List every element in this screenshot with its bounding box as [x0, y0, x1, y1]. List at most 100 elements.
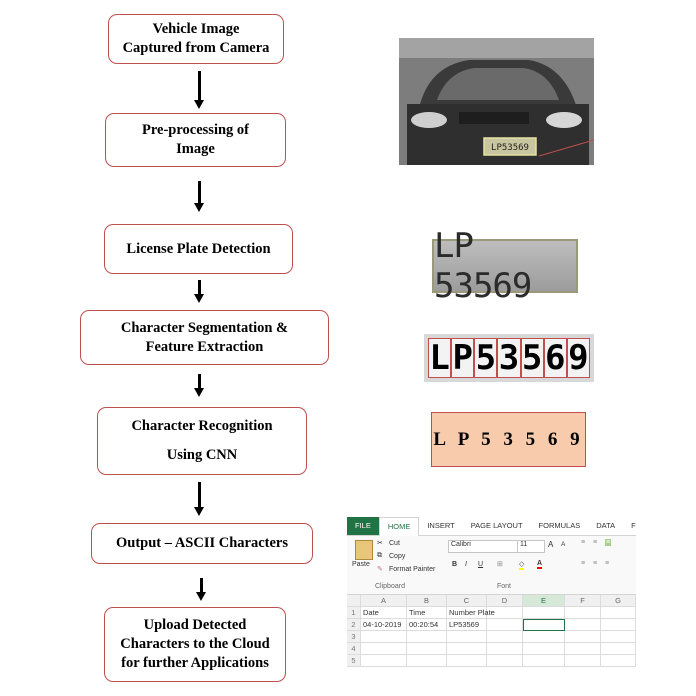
align-center-icon[interactable]: ≡ [593, 560, 598, 567]
fill-color-icon[interactable]: ◇ [519, 561, 525, 570]
cell[interactable] [565, 631, 601, 643]
cell[interactable]: LP53569 [447, 619, 487, 631]
cell[interactable]: Number Plate [447, 607, 495, 619]
copy-button[interactable]: Copy [389, 553, 406, 560]
step-plate-detection: License Plate Detection [104, 224, 293, 274]
cell[interactable] [601, 655, 636, 667]
cell[interactable] [407, 631, 447, 643]
selected-cell[interactable] [523, 619, 565, 631]
format-painter-icon[interactable]: ✎ [377, 566, 383, 573]
paste-button[interactable]: Paste [352, 561, 370, 568]
cell[interactable] [361, 631, 407, 643]
row-header[interactable]: 3 [347, 631, 361, 643]
cell[interactable] [487, 619, 523, 631]
tab-file[interactable]: FILE [347, 517, 379, 535]
underline-button[interactable]: U [478, 561, 484, 568]
table-row: 4 [347, 643, 636, 655]
step-recognition: Character Recognition Using CNN [97, 407, 307, 475]
cell[interactable] [565, 619, 601, 631]
row-header[interactable]: 2 [347, 619, 361, 631]
cell[interactable]: Date [361, 607, 407, 619]
select-all-corner[interactable] [347, 595, 361, 607]
cut-button[interactable]: Cut [389, 540, 400, 547]
cell[interactable] [407, 655, 447, 667]
cell[interactable] [601, 619, 636, 631]
copy-icon[interactable]: ⧉ [377, 552, 382, 559]
cell[interactable] [565, 655, 601, 667]
cell[interactable] [523, 631, 565, 643]
column-header[interactable]: F [565, 595, 601, 607]
cell[interactable] [601, 607, 636, 619]
plate-crop-image: LP 53569 [432, 226, 578, 306]
segmented-char: 5 [520, 338, 544, 378]
tab-insert[interactable]: INSERT [427, 521, 455, 530]
bold-button[interactable]: B [452, 561, 458, 568]
cell[interactable] [361, 655, 407, 667]
column-header[interactable]: A [361, 595, 407, 607]
cell[interactable] [601, 643, 636, 655]
align-middle-icon[interactable]: ≡ [593, 539, 598, 546]
font-size-select[interactable]: 11 [517, 540, 545, 553]
align-left-icon[interactable]: ≡ [581, 560, 586, 567]
shrink-font-button[interactable]: A [561, 541, 566, 548]
cell[interactable]: 04-10-2019 [361, 619, 407, 631]
spreadsheet-grid: A B C D E F G 1 Date Time Number Plate 2… [347, 595, 636, 667]
tab-formulas[interactable]: FORMULAS [538, 521, 581, 530]
column-header[interactable]: G [601, 595, 636, 607]
cell[interactable]: Time [407, 607, 447, 619]
cell[interactable] [487, 607, 523, 619]
step-text: Feature Extraction [145, 338, 264, 355]
tab-page-layout[interactable]: PAGE LAYOUT [470, 521, 523, 530]
cell[interactable] [487, 631, 523, 643]
cell[interactable] [447, 631, 487, 643]
font-color-icon[interactable]: A [537, 560, 543, 569]
segmented-char: 3 [497, 338, 521, 378]
align-bottom-icon[interactable]: ≡ [605, 539, 612, 546]
tab-home[interactable]: HOME [378, 517, 420, 536]
column-header[interactable]: B [407, 595, 447, 607]
cell[interactable] [523, 607, 565, 619]
step-upload: Upload Detected Characters to the Cloud fo… [104, 607, 286, 682]
cell[interactable] [523, 655, 565, 667]
align-top-icon[interactable]: ≡ [581, 539, 586, 546]
cell[interactable] [565, 607, 601, 619]
cut-icon[interactable]: ✂ [377, 540, 383, 547]
cell[interactable] [407, 643, 447, 655]
cell[interactable] [361, 643, 407, 655]
row-header[interactable]: 4 [347, 643, 361, 655]
arrow-down [194, 280, 204, 303]
table-row: 2 04-10-2019 00:20:54 LP53569 [347, 619, 636, 631]
format-painter-button[interactable]: Format Painter [389, 566, 436, 573]
cell[interactable] [523, 643, 565, 655]
tab-more[interactable]: F [631, 521, 636, 530]
row-header[interactable]: 5 [347, 655, 361, 667]
step-text: Character Recognition [131, 418, 273, 434]
align-right-icon[interactable]: ≡ [605, 560, 610, 567]
segmented-char: 5 [474, 338, 498, 378]
ribbon-tabs: FILE HOME INSERT PAGE LAYOUT FORMULAS DA… [347, 517, 636, 536]
tab-data[interactable]: DATA [596, 521, 616, 530]
clipboard-group-label: Clipboard [375, 583, 405, 590]
column-header[interactable]: C [447, 595, 487, 607]
paste-icon[interactable] [355, 540, 373, 560]
cell[interactable] [601, 631, 636, 643]
segmented-char: L [428, 338, 452, 378]
cell[interactable] [447, 643, 487, 655]
borders-icon[interactable]: ⊞ [497, 561, 503, 568]
table-row: 1 Date Time Number Plate [347, 607, 636, 619]
ribbon: Paste ✂ Cut ⧉ Copy ✎ Format Painter Clip… [347, 536, 636, 595]
italic-button[interactable]: I [465, 561, 467, 568]
cell[interactable] [487, 643, 523, 655]
vehicle-photo: LP53569 [399, 38, 594, 165]
cell[interactable] [487, 655, 523, 667]
cell[interactable] [447, 655, 487, 667]
step-text: Vehicle Image [152, 21, 240, 37]
arrow-down [194, 71, 204, 109]
row-header[interactable]: 1 [347, 607, 361, 619]
grow-font-button[interactable]: A [548, 540, 554, 549]
cell[interactable]: 00:20:54 [407, 619, 447, 631]
font-name-select[interactable]: Calibri [448, 540, 518, 553]
column-header[interactable]: E [523, 595, 565, 607]
column-header[interactable]: D [487, 595, 523, 607]
cell[interactable] [565, 643, 601, 655]
